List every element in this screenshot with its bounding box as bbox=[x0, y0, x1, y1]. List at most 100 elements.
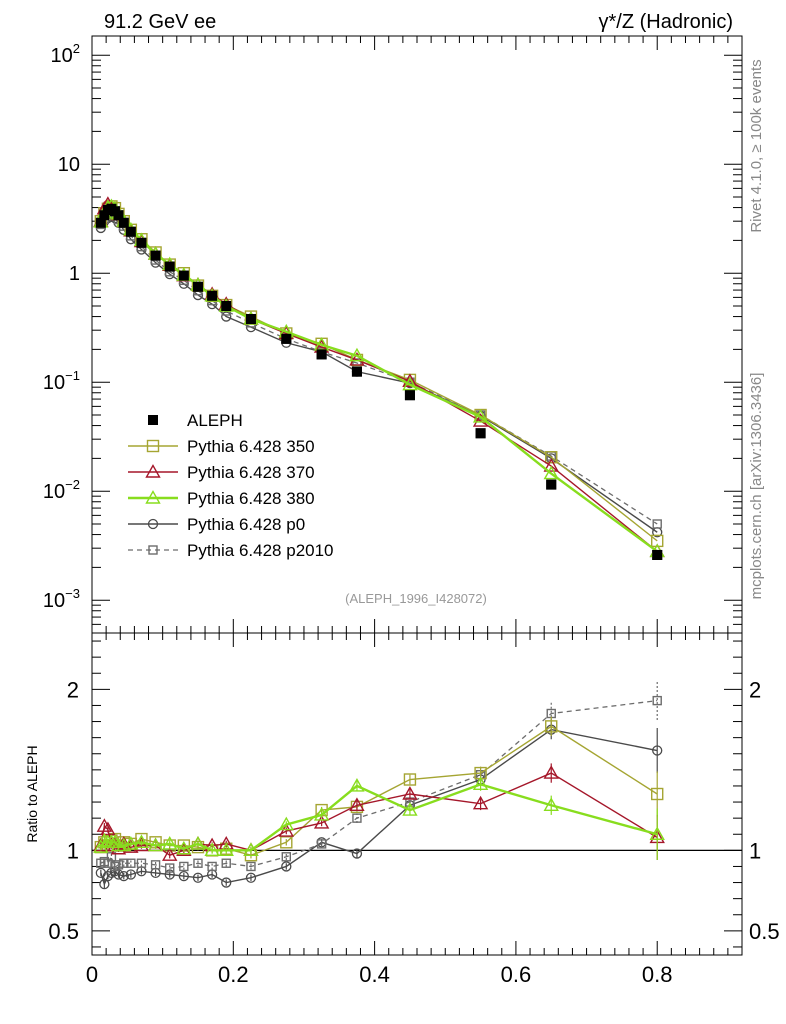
ratio-xtick-label: 0.2 bbox=[218, 962, 249, 987]
main-point-data bbox=[99, 210, 110, 221]
ratio-point-p0 bbox=[192, 872, 204, 883]
ratio-point-p380 bbox=[543, 797, 559, 811]
ratio-ytick-label-left: 0.5 bbox=[48, 919, 79, 944]
ratio-series-group bbox=[93, 681, 665, 890]
ratio-point-p380 bbox=[107, 834, 123, 848]
main-point-data bbox=[95, 217, 106, 228]
main-point-p380 bbox=[402, 376, 418, 391]
main-point-data bbox=[404, 390, 415, 401]
ratio-point-p0 bbox=[125, 869, 137, 880]
main-ytick-base: 10 bbox=[43, 372, 65, 394]
main-point-data bbox=[475, 428, 486, 439]
ratio-point-p370 bbox=[96, 818, 113, 832]
ratio-point-p2010 bbox=[113, 860, 124, 870]
main-point-data bbox=[316, 349, 327, 360]
ratio-point-p2010 bbox=[193, 858, 203, 868]
main-point-p350 bbox=[545, 451, 558, 464]
ratio-point-p370 bbox=[162, 847, 178, 861]
ratio-ytick-label-left: 1 bbox=[67, 838, 79, 863]
mcplots-label: mcplots.cern.ch [arXiv:1306.3436] bbox=[748, 373, 765, 600]
legend-label-p380: Pythia 6.428 380 bbox=[187, 489, 315, 508]
main-series-group bbox=[93, 196, 665, 560]
main-point-data bbox=[245, 313, 256, 324]
legend-label-p350: Pythia 6.428 350 bbox=[187, 437, 315, 456]
ratio-xtick-label: 0 bbox=[86, 962, 98, 987]
ratio-point-p0 bbox=[118, 870, 129, 882]
main-point-p380 bbox=[472, 409, 489, 423]
ratio-series-line-p350 bbox=[100, 725, 658, 856]
main-point-data bbox=[178, 270, 189, 281]
legend-label-p2010: Pythia 6.428 p2010 bbox=[187, 541, 334, 560]
ratio-point-p350 bbox=[545, 720, 558, 733]
ratio-series-p0 bbox=[95, 719, 663, 890]
ratio-point-p2010 bbox=[136, 858, 147, 868]
main-point-data bbox=[546, 479, 557, 490]
ratio-ytick-label-right: 2 bbox=[749, 677, 761, 702]
right-title: γ*/Z (Hadronic) bbox=[599, 11, 733, 33]
main-point-p370 bbox=[543, 458, 559, 472]
legend-entry-p2010: Pythia 6.428 p2010 bbox=[128, 541, 334, 560]
ratio-point-p380 bbox=[278, 816, 294, 831]
main-series-line-p380 bbox=[99, 205, 658, 553]
legend-entry-p370: Pythia 6.428 370 bbox=[128, 463, 315, 482]
main-point-data bbox=[221, 301, 232, 312]
ratio-point-p370 bbox=[349, 797, 365, 811]
ratio-point-p380 bbox=[176, 840, 192, 855]
ratio-point-p0 bbox=[178, 870, 189, 882]
main-ytick-label: 10−3 bbox=[43, 586, 80, 612]
ratio-point-p370 bbox=[133, 837, 150, 852]
ratio-point-p0 bbox=[245, 872, 257, 883]
main-ytick-exponent: −3 bbox=[65, 586, 80, 601]
main-ytick-label: 10 bbox=[58, 154, 80, 176]
ratio-point-p380 bbox=[649, 826, 665, 840]
main-ytick-exponent: 2 bbox=[73, 41, 80, 56]
ratio-series-line-p0 bbox=[100, 728, 658, 887]
main-point-p2010 bbox=[652, 519, 662, 529]
main-point-p350 bbox=[651, 534, 664, 548]
main-ytick-label: 10−1 bbox=[43, 368, 80, 394]
ratio-point-p380 bbox=[349, 778, 365, 792]
ratio-point-p380 bbox=[472, 776, 489, 791]
main-series-p350 bbox=[94, 200, 664, 548]
ratio-xtick-label: 0.8 bbox=[642, 962, 673, 987]
legend-entry-p380: Pythia 6.428 380 bbox=[128, 489, 315, 508]
legend-label-p0: Pythia 6.428 p0 bbox=[187, 515, 305, 534]
legend-entry-p350: Pythia 6.428 350 bbox=[128, 437, 315, 456]
main-ytick-base: 10 bbox=[43, 590, 65, 612]
rivet-label: Rivet 4.1.0, ≥ 100k events bbox=[748, 59, 765, 232]
main-ytick-exponent: −2 bbox=[65, 477, 80, 492]
legend-label-data: ALEPH bbox=[187, 411, 243, 430]
ratio-point-p380 bbox=[402, 802, 418, 816]
ratio-point-p380 bbox=[123, 835, 139, 850]
legend-label-p370: Pythia 6.428 370 bbox=[187, 463, 315, 482]
ratio-series-p380 bbox=[93, 776, 665, 861]
ratio-point-p370 bbox=[402, 786, 418, 800]
ratio-point-p2010 bbox=[221, 858, 231, 868]
main-series-data-top bbox=[95, 203, 663, 560]
ratio-point-p380 bbox=[133, 834, 150, 848]
legend-marker-p350 bbox=[146, 439, 160, 453]
ratio-point-p2010 bbox=[316, 839, 327, 849]
ratio-point-p0 bbox=[221, 877, 232, 888]
ratio-point-p0 bbox=[281, 861, 292, 872]
ratio-xtick-label: 0.4 bbox=[359, 962, 390, 987]
main-point-data bbox=[118, 217, 129, 228]
ratio-axis-ticks: 0.5 0.5 1 1 2 2 0 0.2 0.4 0.6 0.8 bbox=[48, 633, 780, 987]
ratio-point-p2010 bbox=[179, 861, 189, 872]
main-point-data bbox=[207, 290, 218, 301]
ratio-point-p370 bbox=[313, 815, 330, 829]
main-point-p370 bbox=[349, 352, 365, 366]
main-point-data bbox=[192, 281, 203, 292]
main-series-line-p370 bbox=[100, 203, 658, 552]
ratio-point-p380 bbox=[218, 842, 234, 857]
main-point-data bbox=[136, 237, 147, 248]
ratio-point-p350 bbox=[280, 836, 293, 849]
ratio-point-p370 bbox=[472, 795, 489, 810]
ratio-point-p380 bbox=[204, 842, 220, 857]
main-point-data bbox=[281, 333, 292, 344]
ratio-point-p2010 bbox=[165, 863, 175, 873]
legend-marker-p0 bbox=[147, 518, 159, 530]
main-point-p380 bbox=[543, 465, 559, 480]
